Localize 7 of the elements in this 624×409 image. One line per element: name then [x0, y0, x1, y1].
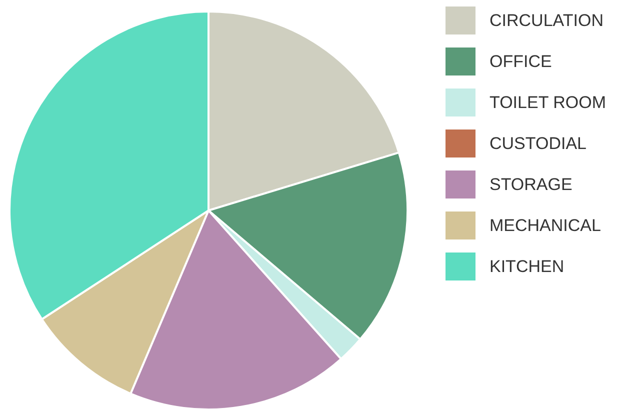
legend-label: STORAGE — [490, 175, 572, 194]
legend-label: TOILET ROOM — [490, 93, 606, 112]
legend-label: CIRCULATION — [490, 11, 604, 30]
legend-label: MECHANICAL — [490, 216, 601, 235]
legend-label: CUSTODIAL — [490, 134, 586, 153]
legend-label: KITCHEN — [490, 257, 564, 276]
legend-label: OFFICE — [490, 52, 552, 71]
